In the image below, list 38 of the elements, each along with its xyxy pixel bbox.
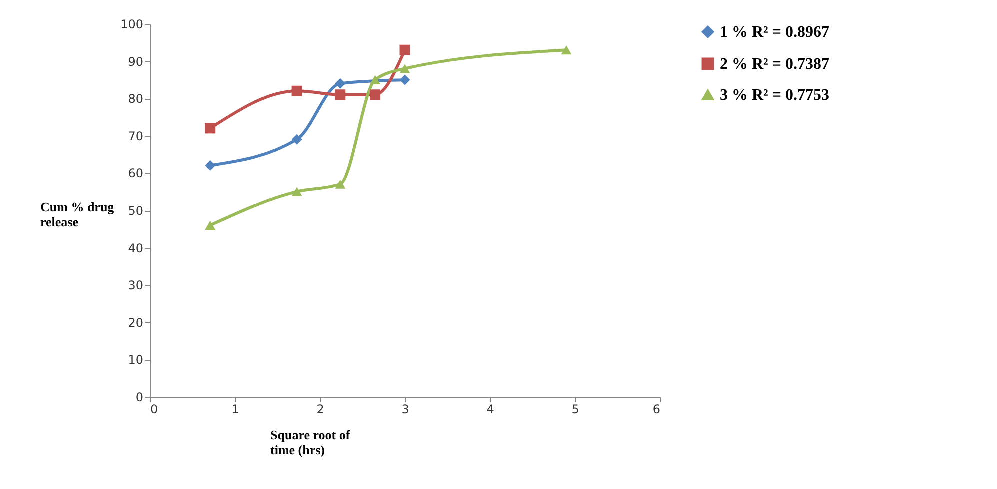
y-tick-label: 30 [128,278,144,293]
x-tick-label: 5 [572,402,580,416]
point [205,160,216,171]
y-tick-label: 70 [128,129,144,144]
y-tick-label: 60 [128,166,144,181]
y-tick-label: 0 [136,390,144,404]
point [400,44,410,56]
x-axis-title: Square root of time (hrs) [270,428,351,458]
point [335,90,346,100]
x-tick-label: 1 [232,402,240,416]
x-tick-label: 3 [402,402,410,416]
y-tick-label: 40 [128,241,144,256]
y-tick-label: 80 [128,92,144,106]
point [370,90,380,100]
y-axis-title: Cum % drug release [40,200,115,230]
point [370,75,380,84]
x-tick-label: 4 [486,402,494,416]
point [205,123,216,134]
y-tick-label: 100 [120,18,144,32]
y-tick-label: 50 [128,204,144,218]
y-tick-label: 90 [128,54,144,69]
y-tick-label: 20 [128,316,144,330]
y-tick-label: 10 [128,353,144,368]
x-tick-label: 2 [316,402,324,416]
point [292,134,302,145]
point [205,220,216,230]
point [292,86,302,96]
legend-label: 1 % R² = 0.8967 [720,24,830,41]
point [335,78,346,89]
x-tick-label: 0 [150,402,158,416]
legend-label: 2 % R² = 0.7387 [720,56,830,73]
legend-label: 3 % R² = 0.7753 [720,87,830,104]
point [400,74,410,86]
point [335,180,346,189]
point [400,64,410,74]
point [292,187,302,196]
x-tick-label: 6 [652,402,660,416]
point [561,46,572,55]
